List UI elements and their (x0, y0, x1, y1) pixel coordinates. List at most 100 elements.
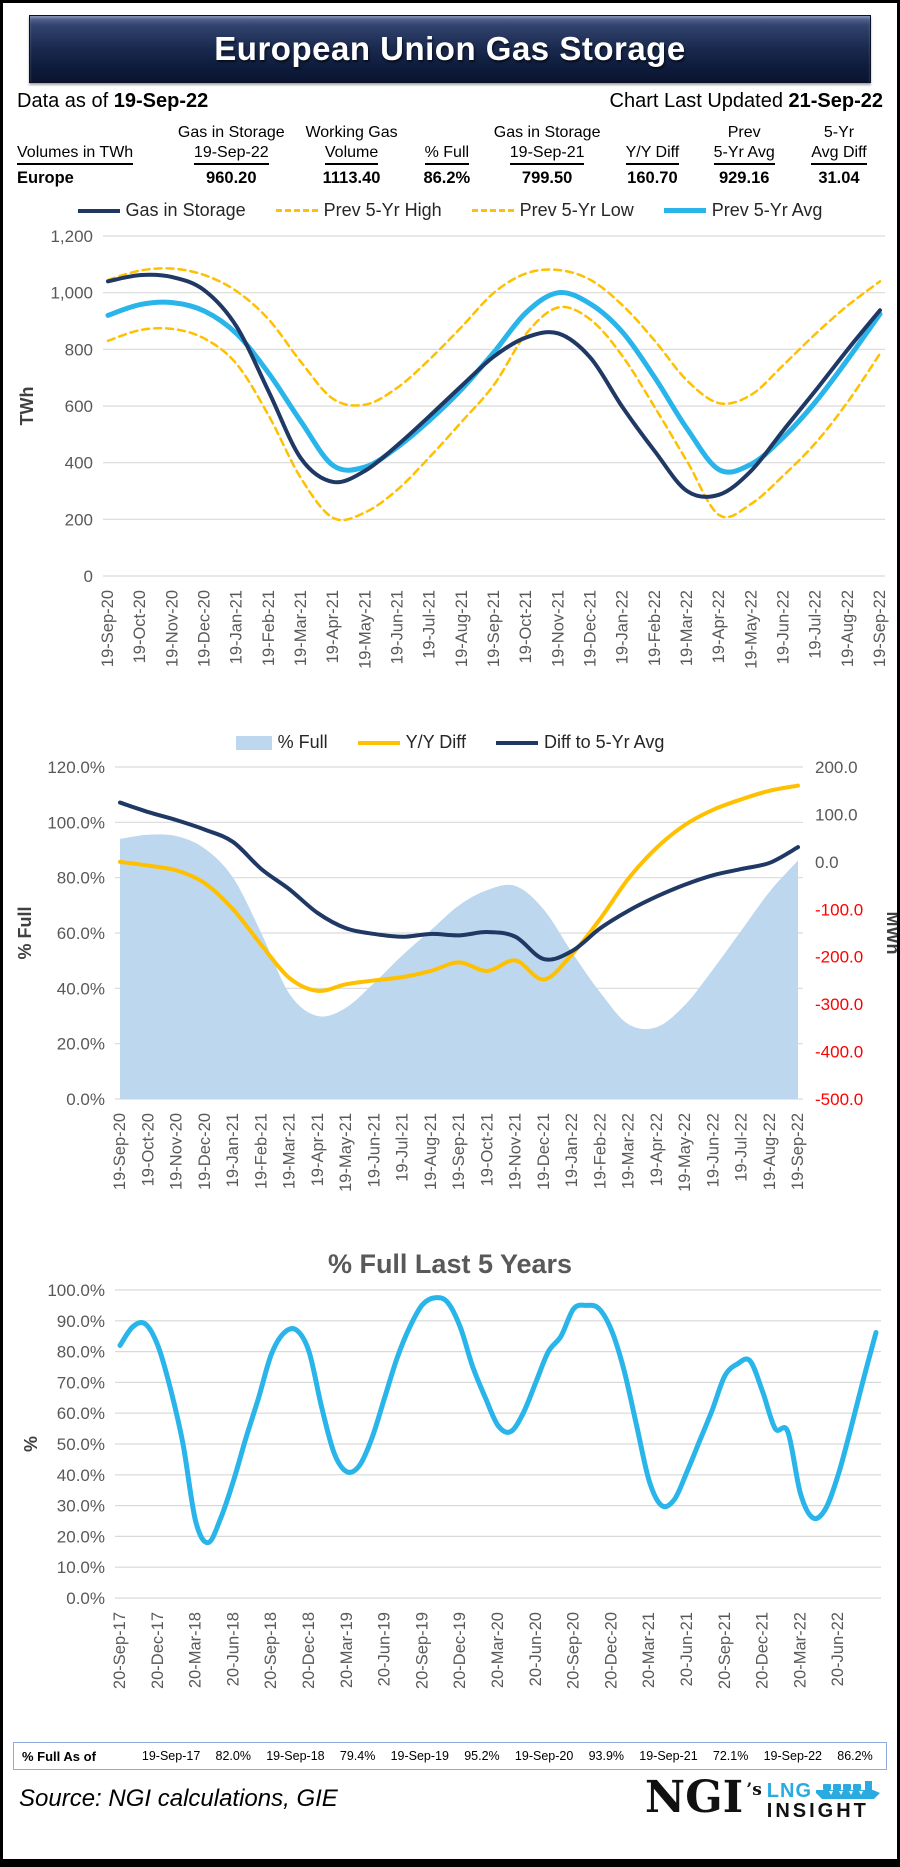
svg-text:100.0: 100.0 (815, 805, 858, 824)
svg-text:100.0%: 100.0% (47, 813, 105, 832)
svg-text:90.0%: 90.0% (57, 1312, 105, 1331)
summary-column: Volumes in TWh Europe (17, 123, 167, 188)
strip-cell: 82.0% (215, 1749, 251, 1763)
strip-label: % Full As of (22, 1748, 96, 1764)
svg-text:-200.0: -200.0 (815, 948, 863, 967)
summary-table: Volumes in TWh Europe Gas in Storage 19-Sep… (17, 123, 883, 188)
svg-text:20-Sep-20: 20-Sep-20 (565, 1612, 583, 1689)
svg-text:40.0%: 40.0% (57, 979, 105, 998)
data-as-of: Data as of 19-Sep-22 (17, 90, 208, 113)
svg-text:50.0%: 50.0% (57, 1435, 105, 1454)
summary-header-top: Gas in Storage (177, 124, 285, 141)
svg-text:19-Mar-22: 19-Mar-22 (678, 590, 696, 666)
svg-text:20-Jun-21: 20-Jun-21 (678, 1612, 696, 1686)
svg-text:19-Sep-20: 19-Sep-20 (99, 590, 117, 667)
svg-text:19-Apr-21: 19-Apr-21 (324, 590, 342, 663)
svg-text:MWh: MWh (883, 912, 900, 955)
insight-wordmark: INSIGHT (766, 1800, 869, 1822)
svg-text:19-Mar-21: 19-Mar-21 (281, 1113, 299, 1189)
chart-last-updated: Chart Last Updated 21-Sep-22 (610, 90, 884, 113)
summary-value: 799.50 (521, 169, 573, 187)
legend-item-prev-5yr-high: Prev 5-Yr High (275, 200, 442, 221)
summary-header: Volumes in TWh (17, 143, 134, 165)
gas-storage-chart: 0 200 400 600 800 1,000 1,200 19-Sep-20 19-Oct-2… (17, 227, 889, 669)
svg-text:800: 800 (65, 340, 93, 359)
title-bar: European Union Gas Storage (29, 15, 871, 83)
svg-text:19-Sep-21: 19-Sep-21 (450, 1113, 468, 1190)
summary-value: 929.16 (718, 169, 770, 187)
chart-last-updated-label: Chart Last Updated (609, 90, 783, 112)
lng-wordmark: LNG (766, 1780, 812, 1802)
svg-text:19-Mar-21: 19-Mar-21 (292, 590, 310, 666)
svg-text:20-Dec-17: 20-Dec-17 (149, 1612, 167, 1689)
legend-label: Prev 5-Yr Low (519, 200, 634, 220)
svg-text:19-Sep-22: 19-Sep-22 (871, 590, 889, 667)
svg-text:19-Aug-21: 19-Aug-21 (422, 1113, 440, 1190)
svg-text:19-Nov-21: 19-Nov-21 (507, 1113, 525, 1190)
prev-5yr-low-line-swatch (471, 209, 514, 212)
svg-text:0.0: 0.0 (815, 853, 839, 872)
svg-text:20-Dec-20: 20-Dec-20 (602, 1612, 620, 1689)
svg-text:120.0%: 120.0% (47, 758, 105, 777)
svg-text:10.0%: 10.0% (57, 1558, 105, 1577)
five-year-chart-title: % Full Last 5 Years (327, 1249, 573, 1279)
svg-text:1,200: 1,200 (50, 227, 93, 246)
svg-text:-500.0: -500.0 (815, 1090, 863, 1109)
svg-text:40.0%: 40.0% (57, 1466, 105, 1485)
legend-item-prev-5yr-avg: Prev 5-Yr Avg (663, 200, 823, 221)
info-row: Data as of 19-Sep-22 Chart Last Updated … (17, 90, 883, 113)
summary-header-top: Prev (727, 124, 761, 141)
svg-text:20-Mar-21: 20-Mar-21 (640, 1612, 658, 1688)
prev-5yr-high-line-swatch (275, 209, 318, 212)
svg-text:19-Feb-22: 19-Feb-22 (591, 1113, 609, 1189)
svg-text:20-Jun-22: 20-Jun-22 (829, 1612, 847, 1686)
percent-full-as-of-table: % Full As of 19-Sep-17 82.0% 19-Sep-18 79.4… (13, 1742, 887, 1770)
lng-row: LNG (767, 1781, 881, 1801)
svg-text:60.0%: 60.0% (57, 924, 105, 943)
lng-ship-icon (816, 1781, 880, 1799)
svg-text:% Full: % Full (15, 907, 35, 960)
legend-label: % Full (277, 732, 328, 752)
svg-text:19-Dec-21: 19-Dec-21 (582, 590, 600, 667)
summary-value: 86.2% (423, 169, 471, 187)
summary-value: 1113.40 (322, 169, 381, 187)
data-as-of-value: 19-Sep-22 (113, 90, 209, 112)
svg-text:200: 200 (65, 510, 93, 529)
legend-item-yy-diff: Y/Y Diff (357, 732, 466, 753)
svg-text:19-Aug-22: 19-Aug-22 (839, 590, 857, 667)
svg-text:20.0%: 20.0% (57, 1035, 105, 1054)
legend-label: Prev 5-Yr High (323, 200, 442, 220)
svg-text:19-May-22: 19-May-22 (742, 590, 760, 669)
strip-cell: 95.2% (464, 1749, 500, 1763)
svg-text:19-May-21: 19-May-21 (356, 590, 374, 669)
summary-column: Working Gas Volume 1113.40 (296, 123, 408, 188)
svg-text:19-Jan-21: 19-Jan-21 (228, 590, 246, 664)
summary-header: 5-Yr Avg (713, 143, 775, 165)
svg-text:19-Sep-21: 19-Sep-21 (485, 590, 503, 667)
svg-text:20-Mar-22: 20-Mar-22 (791, 1612, 809, 1688)
ngi-apostrophe-s: ’s (746, 1780, 762, 1800)
legend-label: Y/Y Diff (405, 732, 466, 752)
percent-full-diff-chart: 0.0% 20.0% 40.0% 60.0% 80.0% 100.0% 120.0% -500… (15, 758, 900, 1192)
storage-chart-legend: Gas in Storage Prev 5-Yr High Prev 5-Yr … (3, 200, 897, 221)
pct-full-area-swatch (235, 735, 272, 750)
legend-label: Prev 5-Yr Avg (711, 200, 823, 220)
data-as-of-label: Data as of (17, 90, 109, 112)
yy-diff-line-swatch (357, 740, 400, 745)
strip-cell: 79.4% (339, 1749, 376, 1763)
svg-text:20-Sep-18: 20-Sep-18 (262, 1612, 280, 1689)
svg-text:-100.0: -100.0 (815, 900, 863, 919)
svg-text:19-Jun-21: 19-Jun-21 (365, 1113, 383, 1187)
svg-text:19-Jul-22: 19-Jul-22 (807, 590, 825, 659)
svg-text:600: 600 (65, 397, 93, 416)
svg-text:30.0%: 30.0% (57, 1497, 105, 1516)
svg-text:80.0%: 80.0% (57, 869, 105, 888)
legend-item-prev-5yr-low: Prev 5-Yr Low (471, 200, 634, 221)
percent-full-5yr-chart: 0.0% 10.0% 20.0% 30.0% 40.0% 50.0% 60.0% 70.0% 8… (21, 1281, 881, 1689)
svg-text:19-Sep-22: 19-Sep-22 (789, 1113, 807, 1190)
svg-text:-400.0: -400.0 (815, 1043, 863, 1062)
svg-text:19-Oct-20: 19-Oct-20 (139, 1113, 157, 1186)
summary-column: Gas in Storage 19-Sep-22 960.20 (170, 123, 292, 188)
svg-text:19-Aug-21: 19-Aug-21 (453, 590, 471, 667)
legend-label: Diff to 5-Yr Avg (543, 732, 665, 752)
